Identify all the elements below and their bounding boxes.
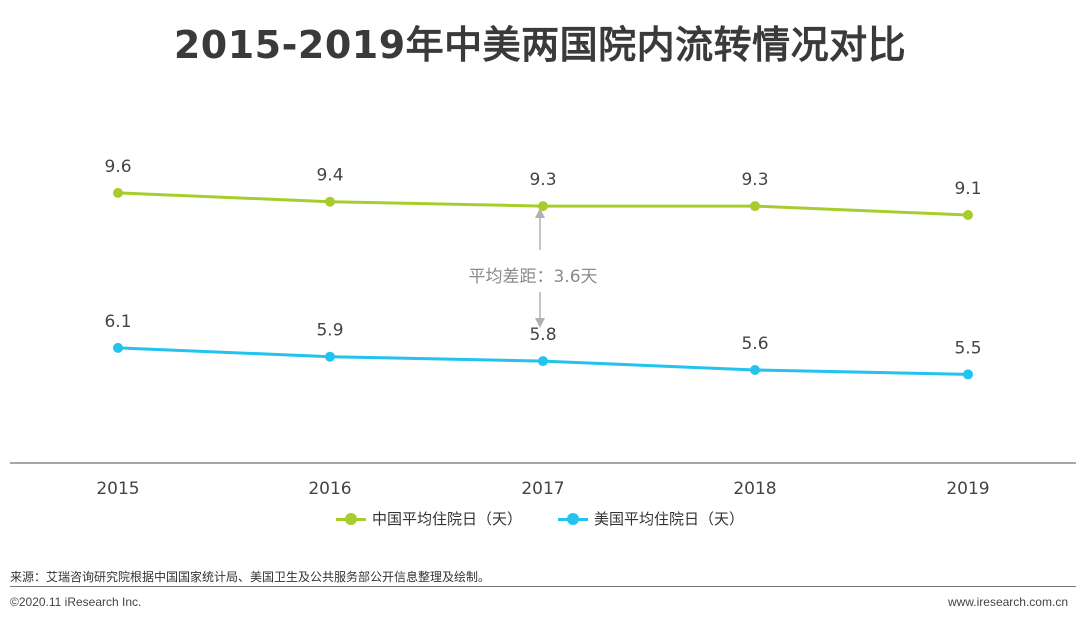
data-point-china-2015 (113, 187, 123, 198)
x-tick-label-2019: 2019 (946, 479, 989, 499)
legend-swatch-china (335, 512, 366, 525)
data-point-china-2017 (538, 201, 548, 212)
data-label-china-2016: 9.4 (316, 166, 343, 186)
data-label-usa-2019: 5.5 (954, 338, 981, 358)
website-link[interactable]: www.iresearch.com.cn (947, 595, 1068, 609)
annotation-arrowhead-down (535, 318, 545, 328)
data-point-usa-2015 (113, 342, 123, 353)
data-label-china-2018: 9.3 (741, 170, 768, 190)
x-tick-label-2016: 2016 (308, 479, 351, 499)
series-usa: 6.1 5.9 5.8 5.6 5.5 (104, 312, 982, 380)
data-point-usa-2019 (963, 369, 973, 380)
source-note: 来源：艾瑞咨询研究院根据中国国家统计局、美国卫生及公共服务部公开信息整理及绘制。 (10, 570, 491, 584)
data-point-usa-2016 (325, 351, 335, 362)
data-point-china-2019 (963, 210, 973, 220)
legend-item-usa: 美国平均住院日（天） (558, 508, 744, 529)
data-point-china-2016 (325, 196, 335, 207)
annotation-arrowhead-up (535, 208, 545, 218)
series-china: 9.6 9.4 9.3 9.3 9.1 (104, 157, 982, 220)
copyright: ©2020.11 iResearch Inc. (10, 595, 142, 609)
chart-title: 2015-2019年中美两国院内流转情况对比 (173, 23, 907, 67)
legend: 中国平均住院日（天） 美国平均住院日（天） (0, 508, 1080, 529)
legend-label-usa: 美国平均住院日（天） (594, 510, 745, 528)
data-label-usa-2015: 6.1 (104, 312, 131, 332)
data-label-china-2019: 9.1 (954, 179, 981, 199)
legend-swatch-usa (558, 512, 588, 525)
data-label-china-2017: 9.3 (529, 170, 556, 190)
data-label-china-2015: 9.6 (104, 157, 131, 177)
data-point-usa-2018 (750, 365, 760, 375)
data-point-china-2018 (750, 201, 760, 212)
legend-item-china: 中国平均住院日（天） (335, 508, 522, 529)
annotation-label: 平均差距：3.6天 (468, 267, 597, 287)
x-tick-label-2015: 2015 (96, 479, 139, 499)
legend-label-china: 中国平均住院日（天） (371, 510, 522, 528)
data-point-usa-2017 (538, 356, 548, 367)
x-tick-label-2018: 2018 (733, 479, 776, 499)
footer-divider (10, 586, 1076, 587)
data-label-usa-2017: 5.8 (529, 325, 556, 345)
data-label-usa-2018: 5.6 (741, 334, 768, 354)
line-chart: 9.6 9.4 9.3 9.3 9.1 6.1 5.9 5.8 5.6 5.5 平均差距：3.6天… (10, 157, 1076, 499)
data-label-usa-2016: 5.9 (316, 321, 343, 341)
x-tick-label-2017: 2017 (521, 479, 564, 499)
